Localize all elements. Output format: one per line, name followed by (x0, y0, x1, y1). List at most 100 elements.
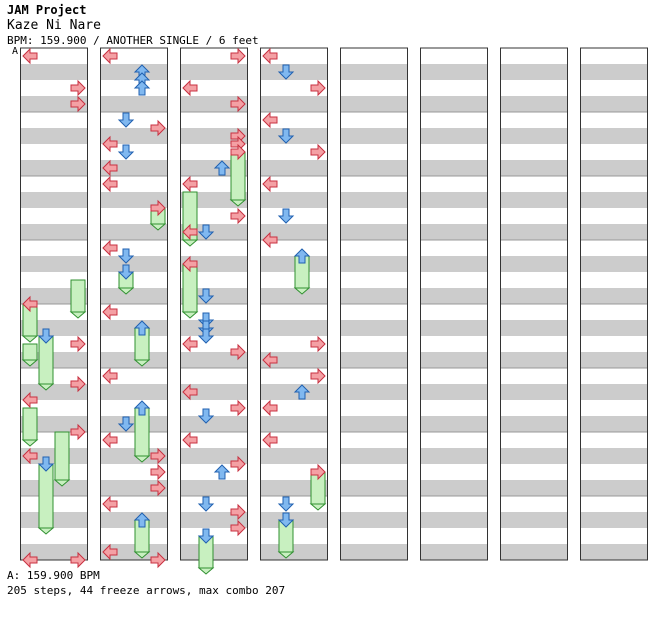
left-arrow-icon (262, 231, 278, 249)
left-arrow-icon (22, 47, 38, 65)
right-arrow-icon (230, 503, 246, 521)
beat-stripe (260, 288, 328, 304)
beat-stripe (180, 416, 248, 432)
beat-stripe (260, 320, 328, 336)
right-arrow-icon (150, 551, 166, 569)
freeze-arrow-tail (293, 287, 311, 295)
beat-stripe (580, 352, 648, 368)
left-arrow-icon (182, 175, 198, 193)
left-arrow-icon (262, 175, 278, 193)
beat-stripe (580, 512, 648, 528)
down-arrow-icon (197, 528, 215, 544)
beat-stripe (260, 352, 328, 368)
beat-stripe (260, 256, 328, 272)
chart-info: BPM: 159.900 / ANOTHER SINGLE / 6 feet (7, 34, 259, 47)
right-arrow-icon (230, 519, 246, 537)
freeze-arrow (38, 463, 54, 529)
down-arrow-icon (197, 496, 215, 512)
speed-marker: A (12, 46, 19, 57)
right-arrow-icon (150, 447, 166, 465)
left-arrow-icon (102, 303, 118, 321)
beat-stripe (500, 320, 568, 336)
beat-stripe (500, 224, 568, 240)
beat-stripe (340, 480, 408, 496)
right-arrow-icon (150, 199, 166, 217)
beat-stripe (420, 320, 488, 336)
down-arrow-icon (277, 128, 295, 144)
left-arrow-icon (262, 47, 278, 65)
stats-line: 205 steps, 44 freeze arrows, max combo 2… (7, 584, 286, 597)
right-arrow-icon (310, 143, 326, 161)
left-arrow-icon (22, 391, 38, 409)
beat-stripe (420, 192, 488, 208)
left-arrow-icon (262, 351, 278, 369)
beat-stripe (420, 288, 488, 304)
down-arrow-icon (197, 328, 215, 344)
down-arrow-icon (197, 288, 215, 304)
beat-stripe (100, 320, 168, 336)
beat-stripe (340, 128, 408, 144)
beat-stripe (100, 64, 168, 80)
beat-stripe (180, 128, 248, 144)
down-arrow-icon (117, 248, 135, 264)
beat-stripe (180, 384, 248, 400)
up-arrow-icon (133, 512, 151, 528)
down-arrow-icon (117, 112, 135, 128)
beat-stripe (340, 288, 408, 304)
beat-stripe (420, 480, 488, 496)
beat-stripe (580, 64, 648, 80)
down-arrow-icon (37, 328, 55, 344)
freeze-arrow-tail (277, 551, 295, 559)
beat-stripe (100, 192, 168, 208)
beat-stripe (100, 352, 168, 368)
beat-stripe (100, 160, 168, 176)
beat-stripe (500, 96, 568, 112)
beat-stripe (180, 320, 248, 336)
freeze-arrow-tail (133, 359, 151, 367)
beat-stripe (420, 416, 488, 432)
up-arrow-icon (293, 248, 311, 264)
beat-stripe (260, 128, 328, 144)
beat-stripe (580, 448, 648, 464)
left-arrow-icon (102, 239, 118, 257)
left-arrow-icon (262, 111, 278, 129)
beat-stripe (580, 288, 648, 304)
beat-stripe (260, 64, 328, 80)
beat-stripe (580, 544, 648, 560)
freeze-arrow-tail (21, 439, 39, 447)
left-arrow-icon (102, 47, 118, 65)
beat-stripe (180, 96, 248, 112)
left-arrow-icon (102, 135, 118, 153)
right-arrow-icon (70, 95, 86, 113)
beat-stripe (260, 96, 328, 112)
beat-stripe (500, 384, 568, 400)
up-arrow-icon (213, 160, 231, 176)
right-arrow-icon (230, 399, 246, 417)
right-arrow-icon (70, 79, 86, 97)
beat-stripe (20, 128, 88, 144)
beat-stripe (20, 384, 88, 400)
beat-stripe (100, 512, 168, 528)
beat-stripe (340, 512, 408, 528)
beat-stripe (100, 544, 168, 560)
beat-stripe (340, 64, 408, 80)
beat-stripe (580, 256, 648, 272)
freeze-arrow-tail (21, 335, 39, 343)
beat-stripe (180, 64, 248, 80)
right-arrow-icon (310, 335, 326, 353)
up-arrow-icon (293, 384, 311, 400)
chart-column-border (340, 47, 408, 561)
right-arrow-icon (230, 143, 246, 161)
right-arrow-icon (230, 47, 246, 65)
down-arrow-icon (117, 144, 135, 160)
right-arrow-icon (70, 423, 86, 441)
freeze-arrow-tail (117, 287, 135, 295)
left-arrow-icon (102, 543, 118, 561)
beat-stripe (340, 416, 408, 432)
beat-stripe (340, 96, 408, 112)
beat-stripe (420, 160, 488, 176)
beat-stripe (260, 448, 328, 464)
beat-stripe (420, 224, 488, 240)
beat-stripe (500, 256, 568, 272)
beat-stripe (20, 448, 88, 464)
